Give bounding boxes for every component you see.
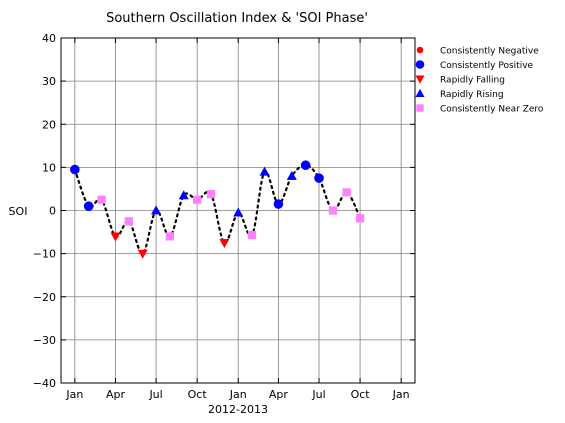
legend-entry: Consistently Near Zero — [440, 105, 544, 115]
chart-title: Southern Oscillation Index & 'SOI Phase' — [106, 11, 368, 26]
x-tick-label: Oct — [188, 388, 208, 401]
data-point — [165, 232, 175, 241]
y-tick-label: −40 — [33, 377, 56, 390]
y-tick-label: 20 — [42, 118, 56, 131]
data-point — [110, 232, 121, 242]
data-point — [193, 195, 202, 204]
data-point — [342, 188, 351, 197]
x-tick-label: Apr — [269, 388, 289, 401]
legend-marker — [416, 104, 424, 112]
data-point — [151, 205, 162, 215]
data-point — [137, 249, 148, 259]
x-tick-label: Apr — [106, 388, 126, 401]
data-points — [70, 160, 365, 259]
y-axis-label: SOI — [9, 205, 28, 218]
data-point — [300, 160, 311, 171]
data-point — [273, 199, 284, 209]
legend-marker — [415, 88, 425, 97]
legend-marker — [416, 46, 424, 54]
x-tick-label: Jul — [311, 388, 325, 401]
data-point — [286, 170, 297, 180]
y-tick-label: 40 — [42, 32, 56, 45]
data-point — [328, 206, 337, 215]
legend-entry: Rapidly Falling — [440, 76, 505, 86]
legend-marker — [415, 60, 425, 69]
data-point — [70, 164, 80, 175]
data-point — [124, 217, 133, 226]
legend-entry: Consistently Positive — [440, 61, 534, 71]
y-tick-label: 30 — [42, 75, 56, 88]
x-tick-labels: Jan Apr Jul Oct Jan Apr Jul Oct Jan — [65, 388, 409, 401]
data-point — [219, 238, 230, 248]
y-tick-label: 0 — [49, 205, 56, 218]
data-point — [233, 207, 244, 217]
x-axis-label: 2012-2013 — [208, 403, 268, 416]
data-point — [178, 190, 189, 200]
legend-marker — [415, 75, 425, 84]
y-tick-label: −10 — [33, 248, 56, 261]
legend-entry: Consistently Negative — [440, 47, 539, 57]
y-tick-label: −20 — [33, 291, 56, 304]
x-tick-label: Jan — [229, 388, 247, 401]
legend: Consistently Negative Consistently Positi… — [415, 46, 544, 115]
axis-ticks — [61, 37, 415, 384]
data-point — [83, 201, 94, 211]
y-tick-labels: −40 −30 −20 −10 0 10 20 30 40 — [33, 32, 56, 390]
x-tick-label: Jan — [65, 388, 83, 401]
x-tick-label: Jul — [148, 388, 162, 401]
x-tick-label: Jan — [392, 388, 410, 401]
data-point — [355, 214, 365, 223]
y-tick-label: −30 — [33, 334, 56, 347]
data-point — [314, 173, 324, 183]
data-point — [247, 230, 257, 240]
x-tick-label: Oct — [351, 388, 371, 401]
data-point — [97, 195, 106, 204]
legend-entry: Rapidly Rising — [440, 90, 504, 100]
soi-trend-line — [73, 164, 362, 255]
data-point — [206, 189, 216, 199]
data-point — [259, 166, 270, 176]
y-tick-label: 10 — [42, 161, 56, 174]
